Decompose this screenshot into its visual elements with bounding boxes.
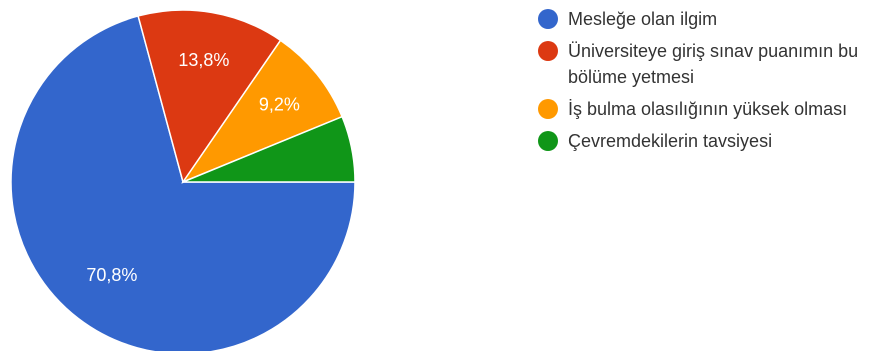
pie-slice[interactable]: [180, 39, 344, 184]
legend-label: Mesleğe olan ilgim: [568, 9, 718, 29]
legend-item[interactable]: Üniversiteye giriş sınav puanımın bu böl…: [538, 40, 874, 90]
legend-swatch: [538, 99, 558, 119]
pie-slice[interactable]: [182, 115, 356, 183]
legend-item[interactable]: Mesleğe olan ilgim: [538, 8, 874, 32]
slice-data-label: 9,2%: [259, 94, 300, 114]
legend-label: Üniversiteye giriş sınav puanımın bu böl…: [568, 41, 859, 87]
legend: Mesleğe olan ilgim Üniversiteye giriş sı…: [538, 8, 874, 162]
legend-swatch: [538, 41, 558, 61]
legend-item[interactable]: Çevremdekilerin tavsiyesi: [538, 130, 874, 154]
slice-data-label: 13,8%: [178, 50, 229, 70]
pie-chart: 70,8% 13,8% 9,2%: [10, 9, 356, 351]
legend-swatch: [538, 9, 558, 29]
legend-label: Çevremdekilerin tavsiyesi: [568, 131, 773, 151]
pie-slice[interactable]: [137, 9, 282, 184]
slice-data-label: 70,8%: [86, 265, 137, 285]
legend-item[interactable]: İş bulma olasılığının yüksek olması: [538, 98, 874, 122]
legend-swatch: [538, 131, 558, 151]
pie-slice[interactable]: [10, 15, 356, 351]
legend-label: İş bulma olasılığının yüksek olması: [568, 99, 848, 119]
